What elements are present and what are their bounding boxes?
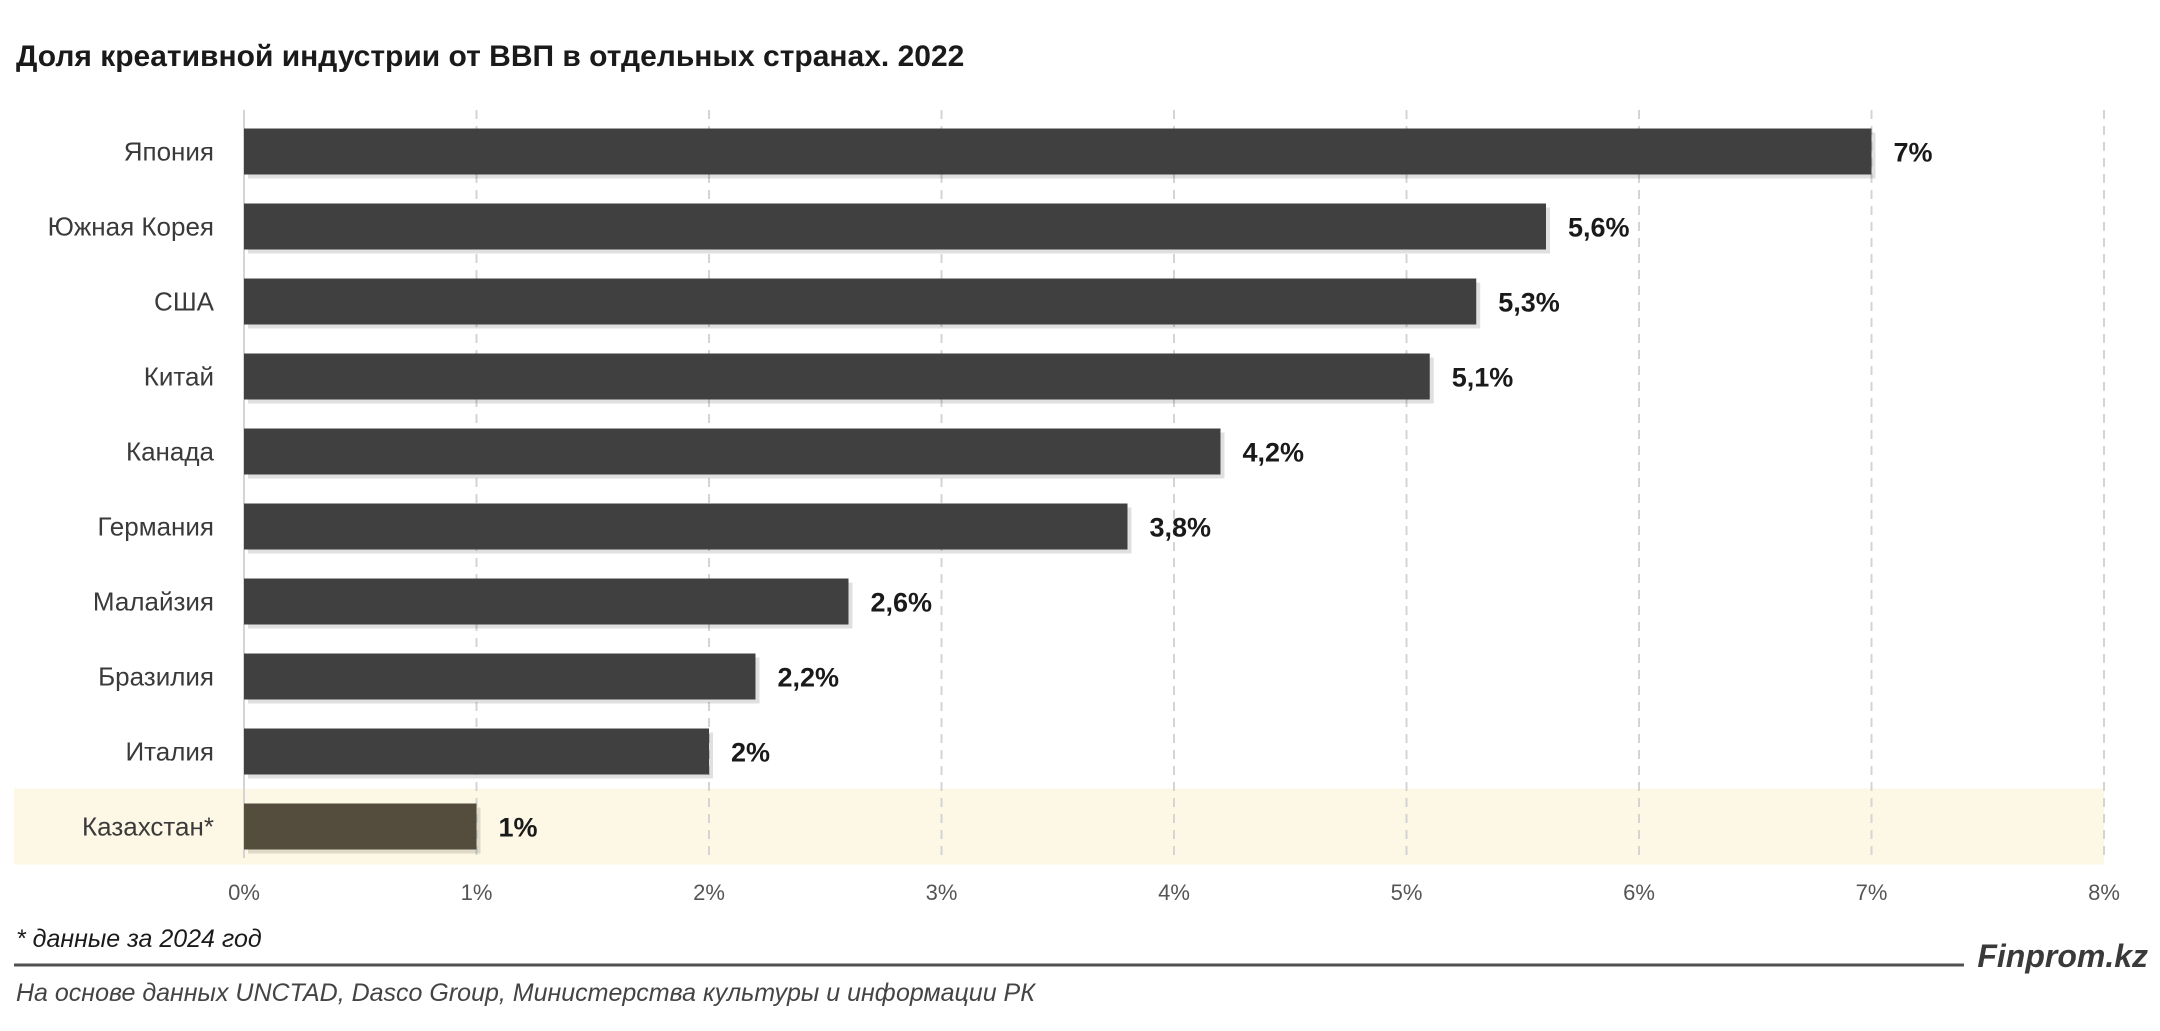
footnote: * данные за 2024 год bbox=[16, 925, 262, 953]
x-tick-label: 0% bbox=[228, 880, 260, 905]
category-label: США bbox=[154, 287, 215, 317]
bar bbox=[244, 278, 1477, 325]
bar bbox=[244, 128, 1872, 175]
x-tick-label: 1% bbox=[461, 880, 493, 905]
category-label: Бразилия bbox=[98, 662, 214, 692]
category-label: Китай bbox=[144, 362, 214, 392]
x-tick-label: 7% bbox=[1856, 880, 1888, 905]
bar bbox=[244, 353, 1430, 400]
bar bbox=[244, 203, 1546, 250]
bar bbox=[244, 503, 1128, 550]
value-label: 7% bbox=[1894, 138, 1933, 168]
value-label: 5,1% bbox=[1452, 363, 1514, 393]
x-tick-label: 2% bbox=[693, 880, 725, 905]
category-label: Малайзия bbox=[93, 587, 214, 617]
bar bbox=[244, 653, 756, 700]
x-tick-label: 4% bbox=[1158, 880, 1190, 905]
x-tick-label: 6% bbox=[1623, 880, 1655, 905]
category-label: Южная Корея bbox=[48, 212, 214, 242]
value-label: 3,8% bbox=[1150, 513, 1212, 543]
x-tick-label: 8% bbox=[2088, 880, 2120, 905]
source-note: На основе данных UNCTAD, Dasco Group, Ми… bbox=[16, 979, 1036, 1007]
x-tick-label: 5% bbox=[1391, 880, 1423, 905]
x-tick-label: 3% bbox=[926, 880, 958, 905]
category-label: Канада bbox=[126, 437, 215, 467]
value-label: 2,6% bbox=[871, 588, 933, 618]
category-label: Казахстан* bbox=[82, 812, 214, 842]
category-label: Германия bbox=[97, 512, 214, 542]
category-label: Италия bbox=[125, 737, 214, 767]
category-label: Япония bbox=[124, 137, 214, 167]
value-label: 4,2% bbox=[1243, 438, 1305, 468]
value-label: 5,6% bbox=[1568, 213, 1630, 243]
bar bbox=[244, 728, 709, 775]
value-label: 2,2% bbox=[778, 663, 840, 693]
value-label: 2% bbox=[731, 738, 770, 768]
bar bbox=[244, 803, 477, 850]
value-label: 5,3% bbox=[1498, 288, 1560, 318]
value-label: 1% bbox=[499, 813, 538, 843]
brand-label: Finprom.kz bbox=[1977, 938, 2148, 974]
bar bbox=[244, 578, 849, 625]
chart-title: Доля креативной индустрии от ВВП в отдел… bbox=[16, 40, 964, 73]
bar bbox=[244, 428, 1221, 475]
